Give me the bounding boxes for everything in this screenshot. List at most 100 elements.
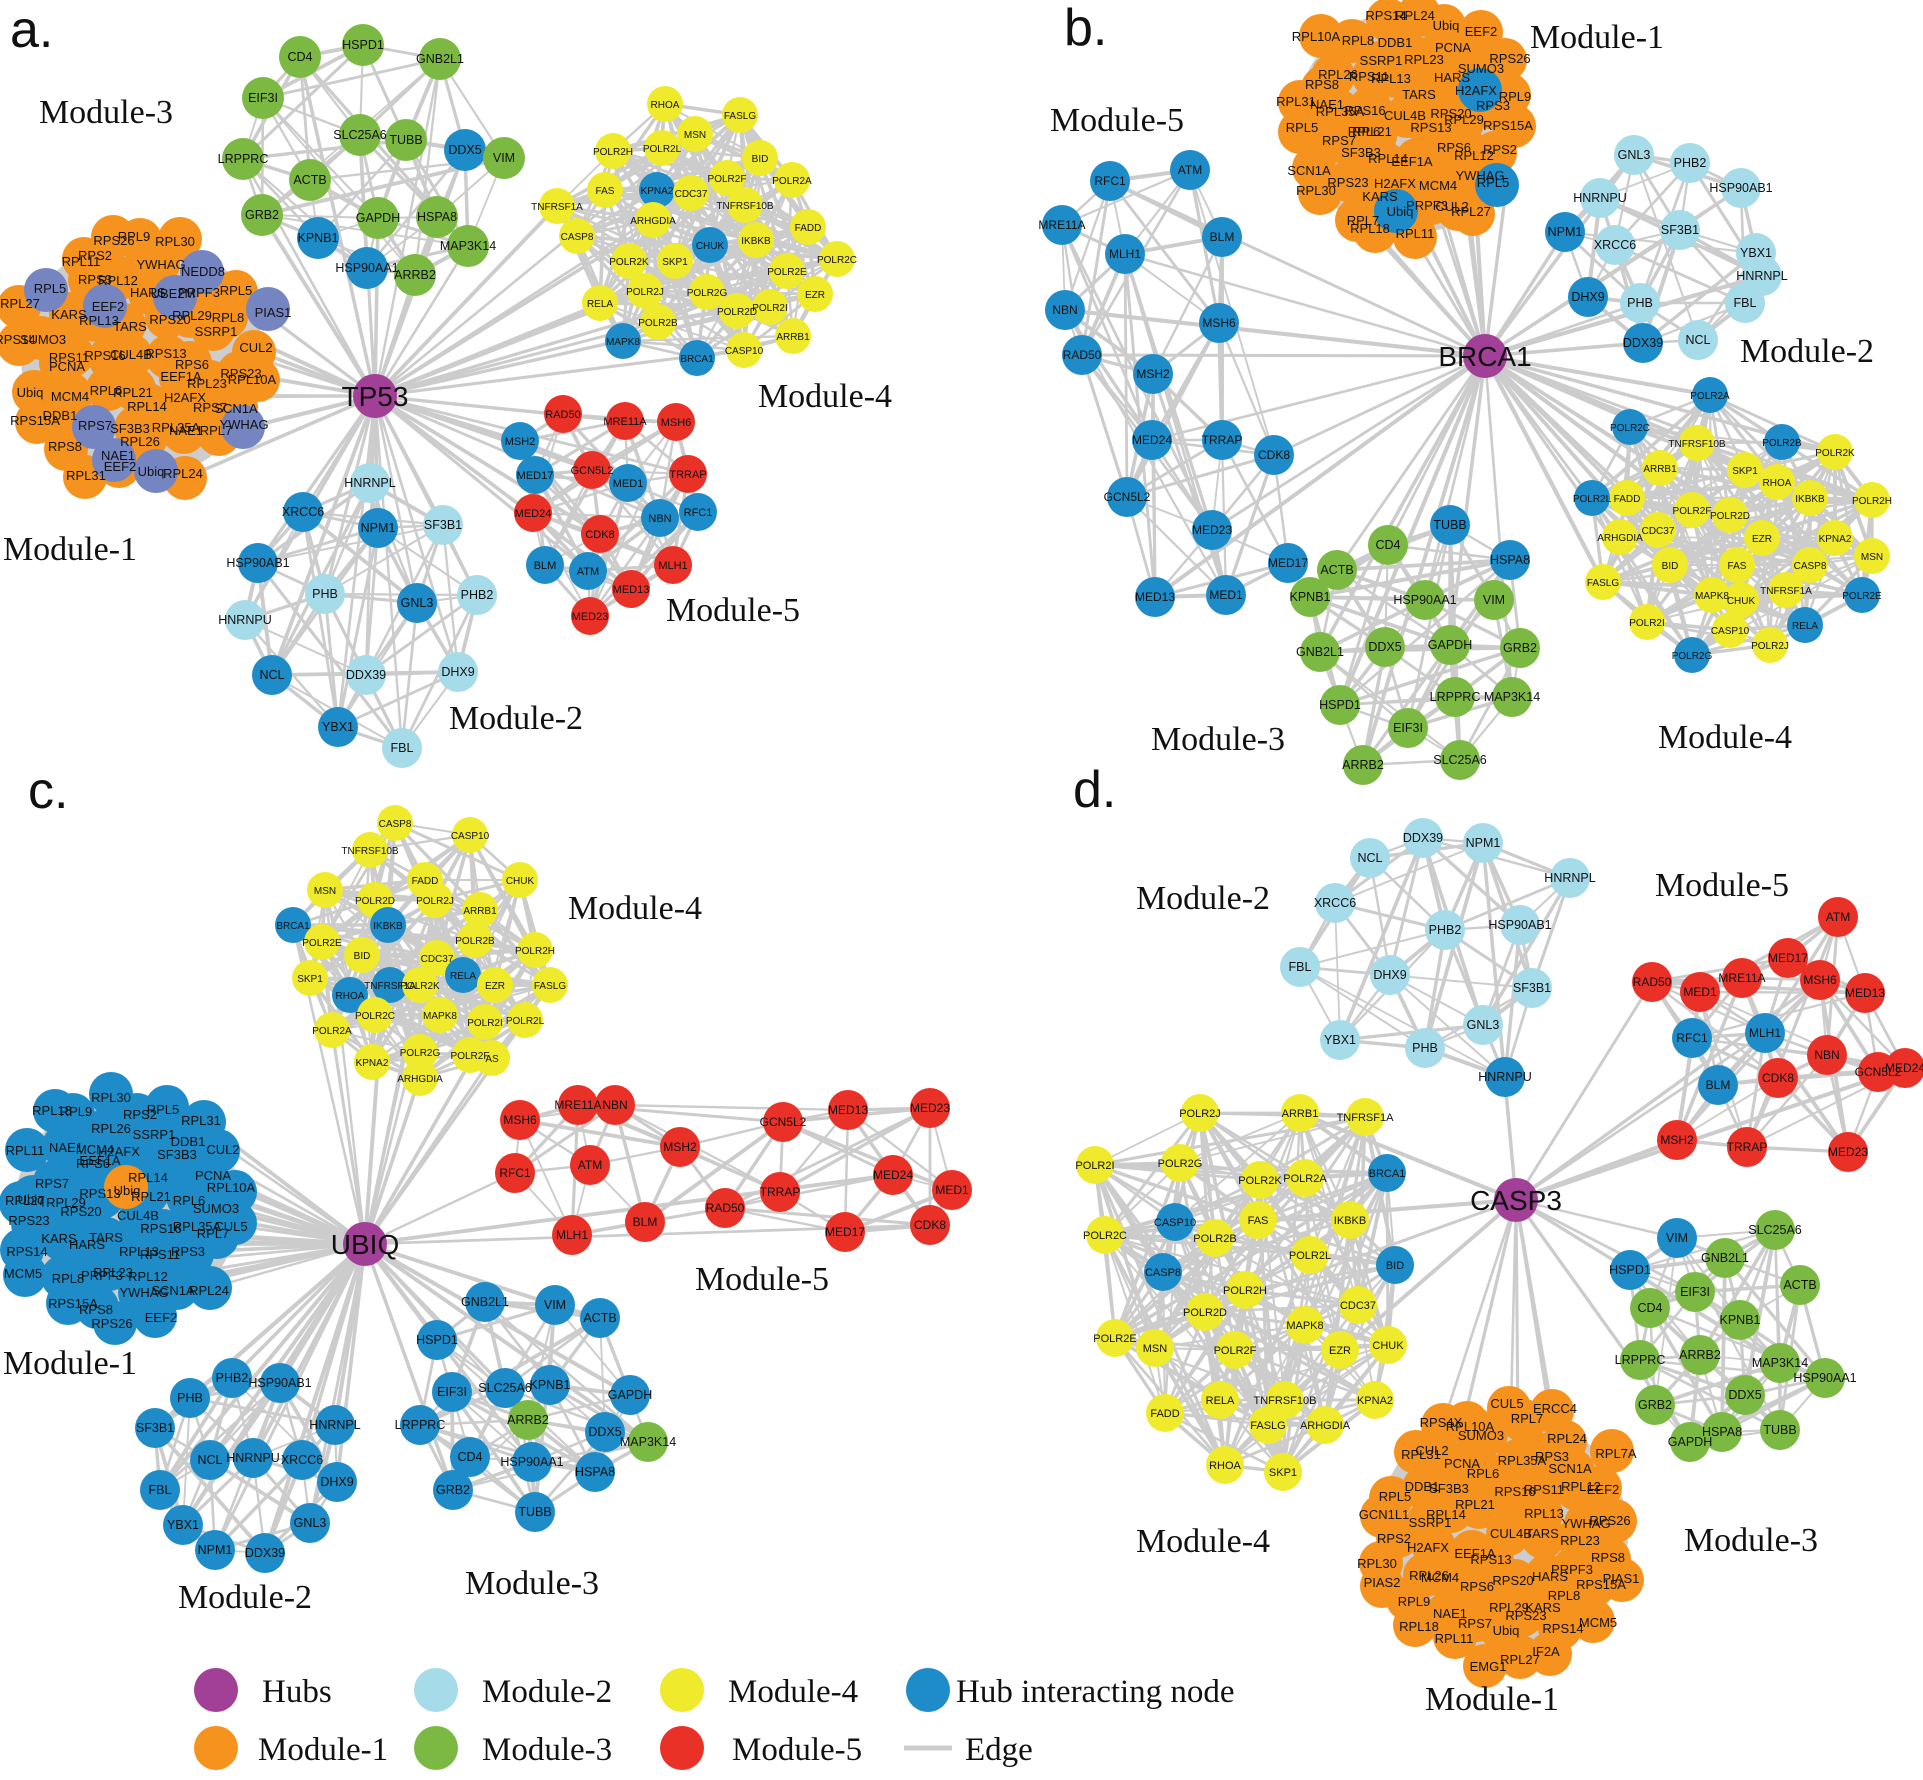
svg-text:BLM: BLM <box>633 1215 658 1229</box>
svg-text:RPS16: RPS16 <box>1494 1484 1535 1499</box>
svg-text:POLR2C: POLR2C <box>1610 423 1650 434</box>
svg-text:RPL5: RPL5 <box>1379 1489 1412 1504</box>
svg-text:DDX39: DDX39 <box>245 1546 285 1560</box>
svg-text:CASP10: CASP10 <box>1711 626 1750 637</box>
svg-text:PRPF3: PRPF3 <box>81 1268 123 1283</box>
svg-text:RPL24: RPL24 <box>163 466 203 481</box>
svg-text:RPL29: RPL29 <box>46 1195 86 1210</box>
svg-text:HSP90AB1: HSP90AB1 <box>226 556 289 570</box>
svg-text:RPS8: RPS8 <box>1591 1550 1625 1565</box>
svg-text:ARHGDIA: ARHGDIA <box>1300 1420 1351 1432</box>
svg-text:TARS: TARS <box>113 319 147 334</box>
svg-text:RPL6: RPL6 <box>90 383 123 398</box>
svg-text:HARS: HARS <box>130 285 166 300</box>
svg-text:ATM: ATM <box>1826 910 1850 924</box>
svg-text:MSH6: MSH6 <box>503 1113 537 1127</box>
svg-text:XRCC6: XRCC6 <box>1594 238 1636 252</box>
svg-text:DDX39: DDX39 <box>346 668 386 682</box>
svg-text:MSH6: MSH6 <box>1202 316 1236 330</box>
svg-text:RPL9: RPL9 <box>1499 89 1532 104</box>
svg-text:HSPD1: HSPD1 <box>342 38 384 52</box>
svg-text:RPL26: RPL26 <box>1318 67 1358 82</box>
svg-text:CUL4B: CUL4B <box>1490 1526 1532 1541</box>
svg-text:RPL27: RPL27 <box>1500 1652 1540 1667</box>
svg-text:RPS2: RPS2 <box>1377 1531 1411 1546</box>
svg-text:RPL11: RPL11 <box>62 254 101 269</box>
svg-text:SLC25A6: SLC25A6 <box>1748 1223 1802 1237</box>
svg-text:DDB1: DDB1 <box>1378 35 1413 50</box>
svg-text:SSRP1: SSRP1 <box>195 324 238 339</box>
svg-text:Module-1: Module-1 <box>3 1345 137 1382</box>
svg-text:YWHAG: YWHAG <box>1561 1516 1610 1531</box>
svg-text:EZR: EZR <box>1752 534 1772 545</box>
svg-text:MAP3K14: MAP3K14 <box>1752 1356 1808 1370</box>
svg-text:KARS: KARS <box>1362 189 1398 204</box>
svg-text:RPL10A: RPL10A <box>1446 1419 1495 1434</box>
svg-text:RPL14: RPL14 <box>128 1170 168 1185</box>
svg-text:LRPPRC: LRPPRC <box>1615 1353 1666 1367</box>
svg-text:MED1: MED1 <box>935 1183 969 1197</box>
svg-text:POLR2J: POLR2J <box>1751 641 1789 652</box>
svg-text:PHB: PHB <box>1412 1041 1438 1055</box>
svg-text:RPL7A: RPL7A <box>1595 1446 1637 1461</box>
svg-text:RPL21: RPL21 <box>113 385 153 400</box>
svg-text:RPS13: RPS13 <box>1410 120 1451 135</box>
svg-text:POLR2D: POLR2D <box>355 896 395 907</box>
svg-text:EEF1A: EEF1A <box>1454 1546 1496 1561</box>
svg-text:SKP1: SKP1 <box>1732 466 1758 477</box>
svg-text:MED24: MED24 <box>515 508 552 520</box>
svg-text:MAPK8: MAPK8 <box>606 337 640 348</box>
svg-text:MED23: MED23 <box>1192 523 1232 537</box>
svg-text:RPS20: RPS20 <box>149 312 190 327</box>
svg-text:Module-4: Module-4 <box>1136 1523 1270 1560</box>
svg-text:ARRB2: ARRB2 <box>394 268 436 282</box>
svg-text:IKBKB: IKBKB <box>1334 1215 1366 1227</box>
svg-text:KPNA2: KPNA2 <box>641 186 674 197</box>
svg-text:EZR: EZR <box>485 981 505 992</box>
svg-text:TARS: TARS <box>1525 1526 1559 1541</box>
svg-text:RPL21: RPL21 <box>1352 124 1392 139</box>
svg-text:c.: c. <box>28 762 68 820</box>
svg-text:Module-4: Module-4 <box>1658 719 1792 756</box>
svg-text:HNRNPL: HNRNPL <box>309 1418 360 1432</box>
svg-text:RPL8: RPL8 <box>212 310 245 325</box>
svg-text:Module-3: Module-3 <box>1151 721 1285 758</box>
svg-text:POLR2K: POLR2K <box>1815 448 1855 459</box>
svg-text:MED1: MED1 <box>1683 985 1717 999</box>
svg-text:CD4: CD4 <box>1375 538 1400 552</box>
svg-text:RPL5: RPL5 <box>34 281 67 296</box>
svg-text:Ubiq: Ubiq <box>18 1192 45 1207</box>
svg-text:DDX39: DDX39 <box>1623 336 1663 350</box>
svg-text:MSH6: MSH6 <box>1803 973 1837 987</box>
svg-text:RPL24: RPL24 <box>1547 1431 1587 1446</box>
svg-text:RPS16: RPS16 <box>140 1221 181 1236</box>
svg-text:ACTB: ACTB <box>293 173 326 187</box>
svg-text:CD4: CD4 <box>287 50 312 64</box>
svg-text:RPL5: RPL5 <box>220 283 253 298</box>
svg-text:RPL7: RPL7 <box>1511 1411 1544 1426</box>
svg-text:MED13: MED13 <box>828 1103 868 1117</box>
svg-text:DDB1: DDB1 <box>43 408 78 423</box>
svg-text:HARS: HARS <box>1434 70 1470 85</box>
svg-text:Module-5: Module-5 <box>732 1732 862 1768</box>
svg-text:RPL13: RPL13 <box>1524 1506 1564 1521</box>
svg-text:ATM: ATM <box>577 566 599 578</box>
svg-text:CUL5: CUL5 <box>214 1219 247 1234</box>
svg-text:EEF2: EEF2 <box>1465 24 1498 39</box>
svg-text:RPS8: RPS8 <box>79 1302 113 1317</box>
svg-text:Module-5: Module-5 <box>1655 867 1789 904</box>
svg-text:RPL26: RPL26 <box>120 434 160 449</box>
svg-text:MLH1: MLH1 <box>556 1228 588 1242</box>
svg-text:HNRNPL: HNRNPL <box>1544 871 1595 885</box>
svg-text:TNFRSF10B: TNFRSF10B <box>1668 439 1726 450</box>
svg-text:MSN: MSN <box>1143 1343 1168 1355</box>
svg-text:RAD50: RAD50 <box>1633 975 1672 989</box>
svg-text:SF3B1: SF3B1 <box>1513 981 1551 995</box>
svg-text:RAD50: RAD50 <box>1063 348 1102 362</box>
svg-text:PIAS1: PIAS1 <box>1603 1571 1640 1586</box>
svg-text:MSN: MSN <box>1861 552 1883 563</box>
svg-text:MED1: MED1 <box>1209 588 1243 602</box>
svg-text:DHX9: DHX9 <box>441 665 474 679</box>
svg-text:SF3B3: SF3B3 <box>1341 145 1381 160</box>
svg-text:GRB2: GRB2 <box>245 208 279 222</box>
